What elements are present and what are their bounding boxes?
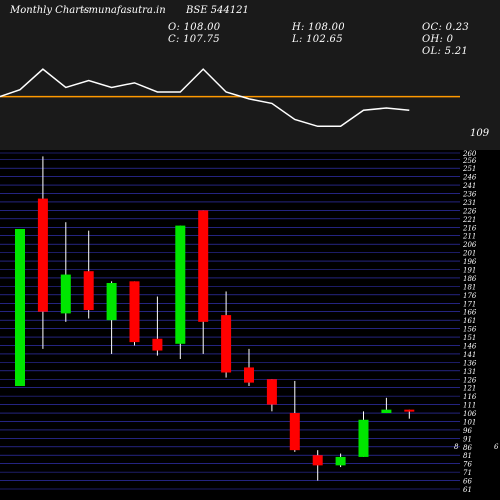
y-tick-label: 231	[462, 199, 476, 207]
y-tick-label: 171	[463, 300, 476, 308]
y-tick-label: 201	[462, 250, 476, 258]
candle-up	[175, 225, 186, 344]
y-tick-label: 241	[462, 182, 476, 190]
y-tick-label: 106	[463, 410, 477, 418]
y-tick-label: 121	[463, 385, 476, 393]
y-tick-label: 176	[463, 292, 477, 300]
y-tick-label: 216	[462, 224, 477, 232]
y-tick-label: 116	[463, 393, 477, 401]
y-tick-label: 246	[462, 174, 477, 182]
candle-down	[83, 271, 94, 311]
indicator-level-label: 109	[470, 128, 490, 139]
candle-up	[358, 419, 369, 457]
candle-down	[312, 455, 323, 466]
y-tick-label: 191	[463, 267, 476, 275]
y-tick-label: 111	[463, 402, 476, 410]
y-tick-label: 166	[463, 309, 477, 317]
oc-value: OC: 0.23	[422, 22, 470, 33]
candle-down	[289, 413, 300, 451]
indicator-line	[0, 68, 410, 128]
candle-up	[106, 283, 117, 321]
indicator-panel	[0, 68, 460, 128]
y-tick-label: 96	[463, 427, 472, 435]
candle-down	[244, 367, 254, 383]
candle-up	[335, 456, 346, 466]
candle-bodies	[15, 198, 415, 466]
y-tick-label: 156	[463, 326, 477, 334]
y-tick-label: 256	[462, 157, 477, 165]
candle-down	[37, 198, 48, 312]
close-value: C: 107.75	[168, 34, 220, 45]
y-tick-label: 226	[462, 207, 477, 215]
high-value: H: 108.00	[292, 22, 345, 33]
y-tick-label: 206	[462, 241, 477, 249]
y-tick-label: 186	[463, 275, 477, 283]
oh-value: OH: 0	[422, 34, 454, 45]
candle-down	[129, 281, 140, 343]
y-tick-label: 71	[463, 469, 472, 477]
open-value: O: 108.00	[168, 22, 221, 33]
candle-down	[152, 338, 163, 351]
edge-label: 8	[454, 443, 459, 451]
y-tick-label: 181	[463, 283, 476, 291]
y-tick-label: 101	[463, 418, 476, 426]
y-tick-label: 76	[463, 461, 472, 469]
y-tick-label: 221	[462, 216, 476, 224]
period-label: Monthly Charts	[10, 5, 90, 16]
right-edge-labels: 68	[454, 443, 499, 451]
header-panel	[0, 0, 500, 150]
y-tick-label: 81	[463, 452, 472, 460]
y-tick-label: 211	[462, 233, 476, 241]
y-tick-label: 141	[463, 351, 476, 359]
y-tick-label: 86	[463, 444, 472, 452]
candle-up	[15, 228, 25, 387]
candle-up	[60, 274, 71, 314]
candle-up	[381, 409, 392, 414]
y-tick-label: 61	[463, 486, 472, 494]
y-tick-label: 151	[463, 334, 476, 342]
y-tick-label: 126	[463, 376, 477, 384]
y-tick-label: 131	[463, 368, 476, 376]
ol-value: OL: 5.21	[422, 46, 469, 57]
y-tick-label: 91	[463, 435, 472, 443]
y-tick-label: 260	[462, 150, 477, 158]
y-tick-label: 236	[462, 191, 477, 199]
candle-down	[221, 315, 232, 373]
y-tick-label: 161	[463, 317, 476, 325]
y-tick-labels: 2602562512462412362312262212162112062011…	[462, 150, 477, 494]
y-tick-label: 196	[463, 258, 477, 266]
grid-lines	[0, 152, 460, 490]
symbol-label: BSE 544121	[186, 5, 249, 16]
site-label: - munafasutra.in	[82, 5, 166, 16]
y-tick-label: 136	[463, 359, 477, 367]
low-value: L: 102.65	[292, 34, 343, 45]
y-tick-label: 146	[463, 342, 477, 350]
y-tick-label: 251	[462, 165, 476, 173]
wicks	[19, 156, 410, 481]
y-tick-label: 66	[463, 478, 472, 486]
candle-down	[266, 379, 277, 405]
edge-label: 6	[494, 443, 499, 451]
candle-down	[404, 409, 415, 412]
candle-down	[198, 210, 209, 322]
